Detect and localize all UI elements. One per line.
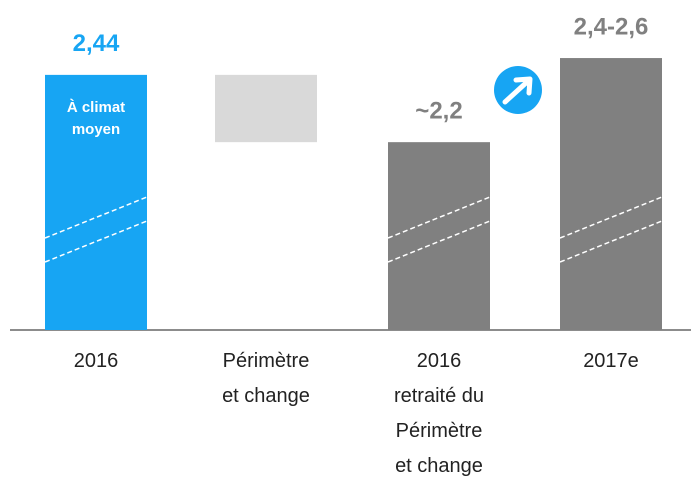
- annotation-line: À climat: [67, 99, 125, 116]
- x-tick-line: 2016: [417, 350, 462, 372]
- axis-break: [44, 196, 148, 239]
- x-tick-label: 2016 retraité du Périmètre et change: [394, 350, 484, 477]
- bar: [388, 142, 490, 330]
- x-tick-line: retraité du: [394, 385, 484, 407]
- x-tick-line: 2017e: [583, 350, 639, 372]
- x-tick-label: 2016: [74, 350, 119, 372]
- axis-break: [387, 196, 491, 239]
- value-label: 2,4-2,6: [574, 13, 649, 40]
- x-tick-label: 2017e: [583, 350, 639, 372]
- trend-icon: [494, 66, 542, 114]
- axis-break: [559, 220, 663, 263]
- bar: [45, 74, 147, 330]
- x-tick-line: 2016: [74, 350, 119, 372]
- x-tick-label: Périmètre et change: [222, 350, 310, 407]
- bar: [215, 74, 317, 143]
- value-label: ~2,2: [415, 98, 462, 125]
- value-label: 2,44: [73, 30, 120, 57]
- annotation-line: moyen: [72, 121, 120, 138]
- bar: [560, 58, 662, 331]
- x-tick-line: et change: [222, 385, 310, 407]
- axis-break: [559, 196, 663, 239]
- bar-annotation: À climat moyen: [67, 99, 125, 138]
- axis-break: [44, 220, 148, 263]
- x-tick-line: et change: [395, 455, 483, 477]
- axis-break: [387, 220, 491, 263]
- x-tick-line: Périmètre: [396, 420, 483, 442]
- x-tick-line: Périmètre: [223, 350, 310, 372]
